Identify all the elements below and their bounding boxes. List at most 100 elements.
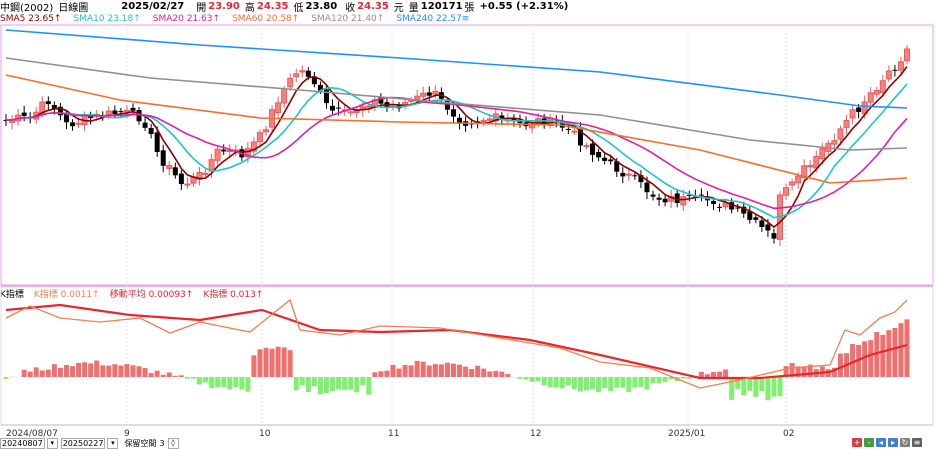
x-axis-label: 11 <box>388 429 399 439</box>
osc-bar <box>360 377 366 386</box>
ma-legend-item: SMA20 21.63↑ <box>152 14 221 24</box>
osc-bar <box>487 371 493 377</box>
osc-bar <box>239 377 245 390</box>
candle-body <box>771 233 777 239</box>
osc-bar <box>51 364 57 377</box>
osc-bar <box>765 377 771 401</box>
osc-bar <box>710 372 716 377</box>
ma-legend-item: SMA120 21.40↑ <box>311 14 385 24</box>
candle-body <box>21 112 27 116</box>
osc-bar <box>463 366 469 377</box>
candle-body <box>130 107 136 111</box>
low-value: 23.80 <box>305 1 338 12</box>
candle-body <box>885 70 892 80</box>
candle-body <box>807 164 814 168</box>
candle-body <box>57 106 63 116</box>
candle-body <box>614 161 620 172</box>
osc-bar <box>106 365 112 377</box>
osc-bar <box>118 365 124 377</box>
candle-body <box>444 100 450 110</box>
osc-bar <box>735 377 741 390</box>
candle-body <box>856 107 862 112</box>
osc-bar <box>481 368 487 377</box>
osc-bar <box>450 363 456 377</box>
candle-body <box>662 198 668 203</box>
from-date-dropdown-icon[interactable]: ▾ <box>46 437 58 449</box>
zoom-in-icon[interactable]: + <box>852 438 862 447</box>
osc-bar <box>154 370 160 377</box>
candle-body <box>819 148 826 160</box>
osc-bar <box>638 377 644 387</box>
osc-bar <box>257 349 263 377</box>
candle-body <box>293 73 300 78</box>
candle-body <box>45 101 51 105</box>
candle-body <box>753 217 759 220</box>
osc-bar <box>172 375 178 377</box>
open-label: 開 <box>196 3 207 14</box>
candle-body <box>347 111 354 114</box>
osc-bar <box>233 377 239 388</box>
ma-legend-item: SMA5 23.65↑ <box>0 14 62 24</box>
indicator-k: K指標 0.0011↑ <box>33 290 100 300</box>
keep-space-value[interactable]: 3 <box>159 438 165 448</box>
candle-body <box>698 194 704 196</box>
osc-bar <box>723 369 729 377</box>
zoom-out-icon[interactable]: - <box>864 438 874 447</box>
x-axis-label: 9 <box>124 429 130 439</box>
osc-bar <box>747 377 753 391</box>
sma5-line <box>5 65 908 229</box>
candle-body <box>214 148 221 161</box>
candle-body <box>765 224 771 231</box>
osc-bar <box>203 377 209 383</box>
osc-bar <box>904 319 910 377</box>
indicator-ma: 移動平均 0.00093↑ <box>109 290 194 300</box>
pan-left-icon[interactable]: ◂ <box>876 438 886 447</box>
osc-bar <box>166 372 172 377</box>
osc-bar <box>45 369 51 377</box>
change-value: +0.55 (+2.31%) <box>479 1 569 12</box>
candle-body <box>831 140 838 145</box>
settings-icon[interactable]: ≡ <box>912 438 922 447</box>
candle-body <box>625 173 632 176</box>
candle-body <box>148 128 154 135</box>
candle-body <box>221 149 227 152</box>
osc-bar <box>263 347 269 377</box>
osc-bar <box>499 371 505 377</box>
osc-bar <box>342 377 348 390</box>
candle-body <box>644 182 650 193</box>
to-date-dropdown-icon[interactable]: ▾ <box>107 437 119 449</box>
from-date-input[interactable]: 20240807 <box>0 437 45 449</box>
osc-bar <box>396 368 402 377</box>
pan-right-icon[interactable]: ▸ <box>888 438 898 447</box>
candle-body <box>336 107 342 109</box>
osc-bar <box>880 334 886 377</box>
osc-bar <box>215 377 221 388</box>
keep-space-spinner-icon[interactable]: ◊ <box>167 437 179 449</box>
candle-body <box>480 120 487 123</box>
reset-icon[interactable]: ↻ <box>900 438 910 447</box>
osc-bar <box>608 377 614 392</box>
high-value: 24.35 <box>256 1 289 12</box>
osc-bar <box>3 377 9 379</box>
candle-body <box>650 194 656 197</box>
osc-bar <box>680 377 686 379</box>
candle-body <box>741 206 747 214</box>
osc-bar <box>457 364 463 377</box>
candle-body <box>517 121 523 124</box>
volume-value: 120171 <box>420 1 463 12</box>
osc-bar <box>366 377 372 395</box>
low-label: 低 <box>293 3 304 14</box>
candle-body <box>632 175 638 177</box>
candle-body <box>287 77 294 88</box>
osc-bar <box>898 323 904 377</box>
candle-body <box>686 194 692 196</box>
candle-body <box>166 165 173 169</box>
osc-bar <box>402 365 408 377</box>
candle-body <box>801 165 808 178</box>
to-date-input[interactable]: 20250227 <box>60 437 106 449</box>
osc-bar <box>475 365 481 377</box>
candle-body <box>51 105 57 109</box>
osc-bar <box>330 377 336 392</box>
osc-bar <box>795 366 801 377</box>
